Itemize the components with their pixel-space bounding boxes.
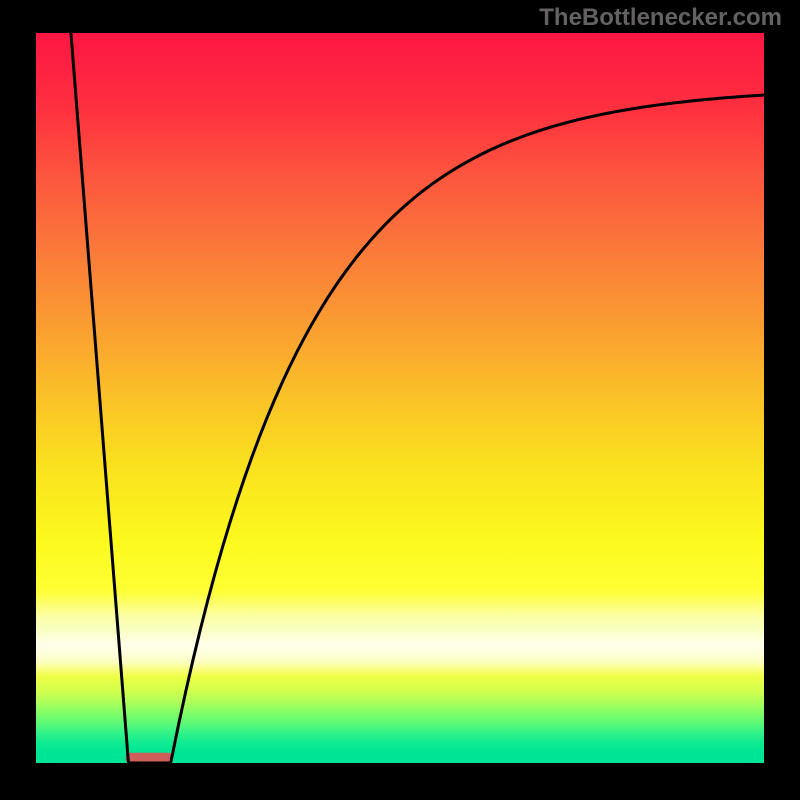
chart-overlay xyxy=(36,33,764,763)
target-region xyxy=(126,753,173,763)
watermark-text: TheBottlenecker.com xyxy=(539,4,782,32)
bottleneck-curve xyxy=(71,33,764,763)
chart-frame: TheBottlenecker.com xyxy=(0,0,800,800)
plot-area xyxy=(36,33,764,763)
